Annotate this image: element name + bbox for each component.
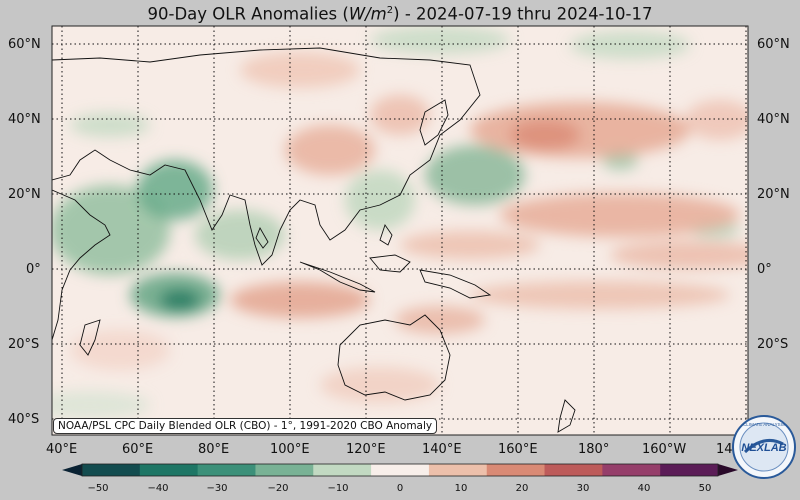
colorbar-tick-label: −40: [147, 483, 169, 494]
lon-label-40e: 40°E: [46, 442, 78, 457]
logo-text: NEXLAB: [741, 442, 786, 454]
nexlab-logo: NEXLAB CLIMATE ANALYSIS: [732, 415, 796, 479]
colorbar-segment: [544, 464, 603, 476]
lat-label-60n-left: 60°N: [8, 37, 41, 52]
colorbar-tick-label: −30: [206, 483, 228, 494]
colorbar-min-arrow: [62, 464, 82, 476]
colorbar-tick-label: −10: [327, 483, 349, 494]
lat-label-40s-left: 40°S: [8, 412, 40, 427]
colorbar-segment: [255, 464, 314, 476]
graticule: [52, 26, 748, 435]
lat-label-20n-left: 20°N: [8, 187, 41, 202]
colorbar-segment: [197, 464, 256, 476]
colorbar-segment: [82, 464, 141, 476]
colorbar-tick-label: 10: [454, 483, 468, 494]
colorbar-tick-label: 30: [576, 483, 590, 494]
colorbar-tick-label: −20: [267, 483, 289, 494]
lat-label-60n-right: 60°N: [757, 37, 790, 52]
chart-title: 90-Day OLR Anomalies (W/m2) - 2024-07-19…: [147, 4, 653, 24]
lat-label-eq-left: 0°: [26, 262, 41, 277]
lon-label-160w: 160°W: [642, 442, 687, 457]
colorbar-max-arrow: [718, 464, 738, 476]
colorbar-segment: [602, 464, 661, 476]
lon-label-180: 180°: [578, 442, 610, 457]
lat-label-eq-right: 0°: [757, 262, 772, 277]
lon-label-140w-partial: 14: [716, 442, 733, 457]
lon-label-160e: 160°E: [498, 442, 538, 457]
lat-label-20s-right: 20°S: [757, 337, 789, 352]
map-frame: [51, 25, 749, 436]
colorbar: [62, 463, 738, 477]
colorbar-tick-label: 40: [637, 483, 651, 494]
colorbar-tick-label: 50: [698, 483, 712, 494]
lon-label-80e: 80°E: [198, 442, 230, 457]
colorbar-segment: [371, 464, 430, 476]
lat-label-20n-right: 20°N: [757, 187, 790, 202]
lat-label-40n-left: 40°N: [8, 112, 41, 127]
lat-label-20s-left: 20°S: [8, 337, 40, 352]
coastlines: [52, 47, 576, 433]
colorbar-segment: [313, 464, 372, 476]
lat-label-40n-right: 40°N: [757, 112, 790, 127]
colorbar-segment: [139, 464, 199, 476]
logo-arc-text: CLIMATE ANALYSIS: [743, 422, 785, 427]
colorbar-tick-label: 20: [515, 483, 529, 494]
lon-label-100e: 100°E: [270, 442, 310, 457]
colorbar-segment: [486, 464, 546, 476]
colorbar-segment: [428, 464, 488, 476]
source-note: NOAA/PSL CPC Daily Blended OLR (CBO) - 1…: [53, 418, 438, 434]
colorbar-segment: [660, 464, 719, 476]
lon-label-140e: 140°E: [422, 442, 462, 457]
colorbar-tick-label: −50: [87, 483, 109, 494]
lon-label-60e: 60°E: [122, 442, 154, 457]
lon-label-120e: 120°E: [346, 442, 386, 457]
colorbar-tick-label: 0: [396, 483, 404, 494]
